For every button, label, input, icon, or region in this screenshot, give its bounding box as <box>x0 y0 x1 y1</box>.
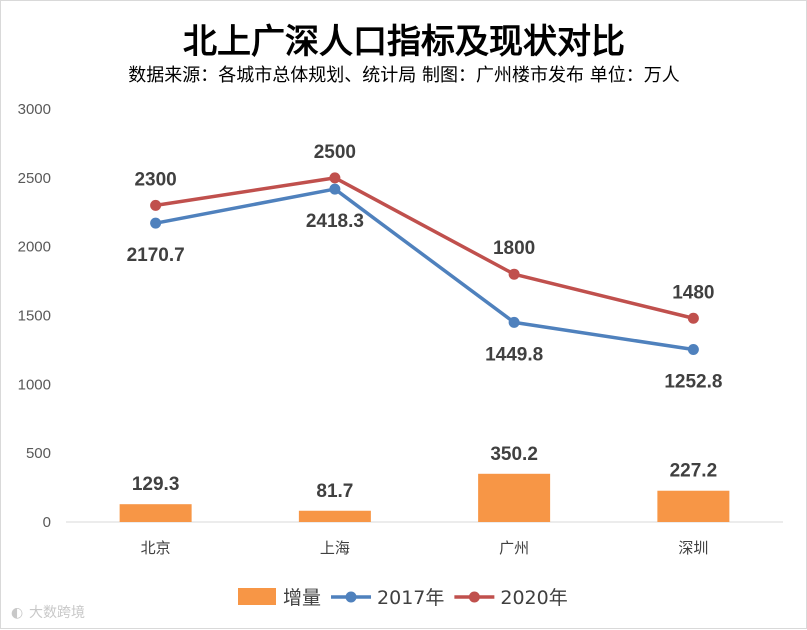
x-tick-label-2: 广州 <box>499 539 529 557</box>
bar-1 <box>298 510 371 522</box>
line-label-2020年-0: 2300 <box>134 169 176 190</box>
point-2017年-1 <box>329 183 341 195</box>
point-2017年-0 <box>150 217 162 229</box>
legend-marker-2 <box>468 591 480 603</box>
legend-label-0: 增量 <box>283 587 321 609</box>
bar-0 <box>119 504 192 522</box>
legend-label-1: 2017年 <box>377 587 444 609</box>
bar-series <box>119 473 730 522</box>
point-2017年-2 <box>508 316 520 328</box>
point-2020年-3 <box>687 312 699 324</box>
line-2020年 <box>155 176 694 320</box>
legend: 增量 2017年 2020年 <box>238 587 568 609</box>
chart-subtitle: 数据来源：各城市总体规划、统计局 制图：广州楼市发布 单位：万人 <box>128 65 679 86</box>
legend-label-2: 2020年 <box>500 587 567 609</box>
point-2017年-3 <box>687 344 699 356</box>
line-label-2020年-2: 1800 <box>493 238 535 259</box>
y-tick-label-2000: 2000 <box>18 239 51 256</box>
line-label-2020年-1: 2500 <box>314 142 356 163</box>
line-2017年 <box>155 187 694 352</box>
line-label-2017年-1: 2418.3 <box>306 211 364 232</box>
watermark: ◐ 大数跨境 <box>11 605 85 621</box>
point-2020年-0 <box>150 199 162 211</box>
data-labels: 129.3 81.7 350.2 227.2 2170.7 2418.3 1449.8 125… <box>127 142 723 502</box>
bar-label-2: 350.2 <box>490 444 538 465</box>
legend-marker-1 <box>345 591 357 603</box>
point-2020年-2 <box>508 268 520 280</box>
bar-label-0: 129.3 <box>132 474 180 495</box>
bar-3 <box>657 490 730 522</box>
y-tick-label-1000: 1000 <box>18 376 51 393</box>
line-label-2017年-3: 1252.8 <box>664 372 722 393</box>
y-tick-label-3000: 3000 <box>18 101 51 118</box>
chart-title: 北上广深人口指标及现状对比 <box>183 22 625 62</box>
line-label-2020年-3: 1480 <box>672 282 714 303</box>
point-2020年-1 <box>329 172 341 184</box>
line-label-2017年-0: 2170.7 <box>127 245 185 266</box>
y-tick-label-2500: 2500 <box>18 170 51 187</box>
bar-2 <box>478 473 551 522</box>
x-tick-label-0: 北京 <box>141 539 171 557</box>
x-tick-label-1: 上海 <box>320 539 350 557</box>
watermark-logo-icon: ◐ <box>11 605 23 621</box>
y-tick-label-500: 500 <box>26 445 51 462</box>
legend-swatch-0 <box>238 588 276 605</box>
y-tick-label-0: 0 <box>43 514 51 531</box>
bar-label-3: 227.2 <box>670 461 718 482</box>
x-tick-label-3: 深圳 <box>678 539 708 557</box>
watermark-text: 大数跨境 <box>29 605 85 621</box>
line-series <box>150 172 699 356</box>
line-label-2017年-2: 1449.8 <box>485 344 543 365</box>
bar-label-1: 81.7 <box>316 481 353 502</box>
y-tick-label-1500: 1500 <box>18 308 51 325</box>
